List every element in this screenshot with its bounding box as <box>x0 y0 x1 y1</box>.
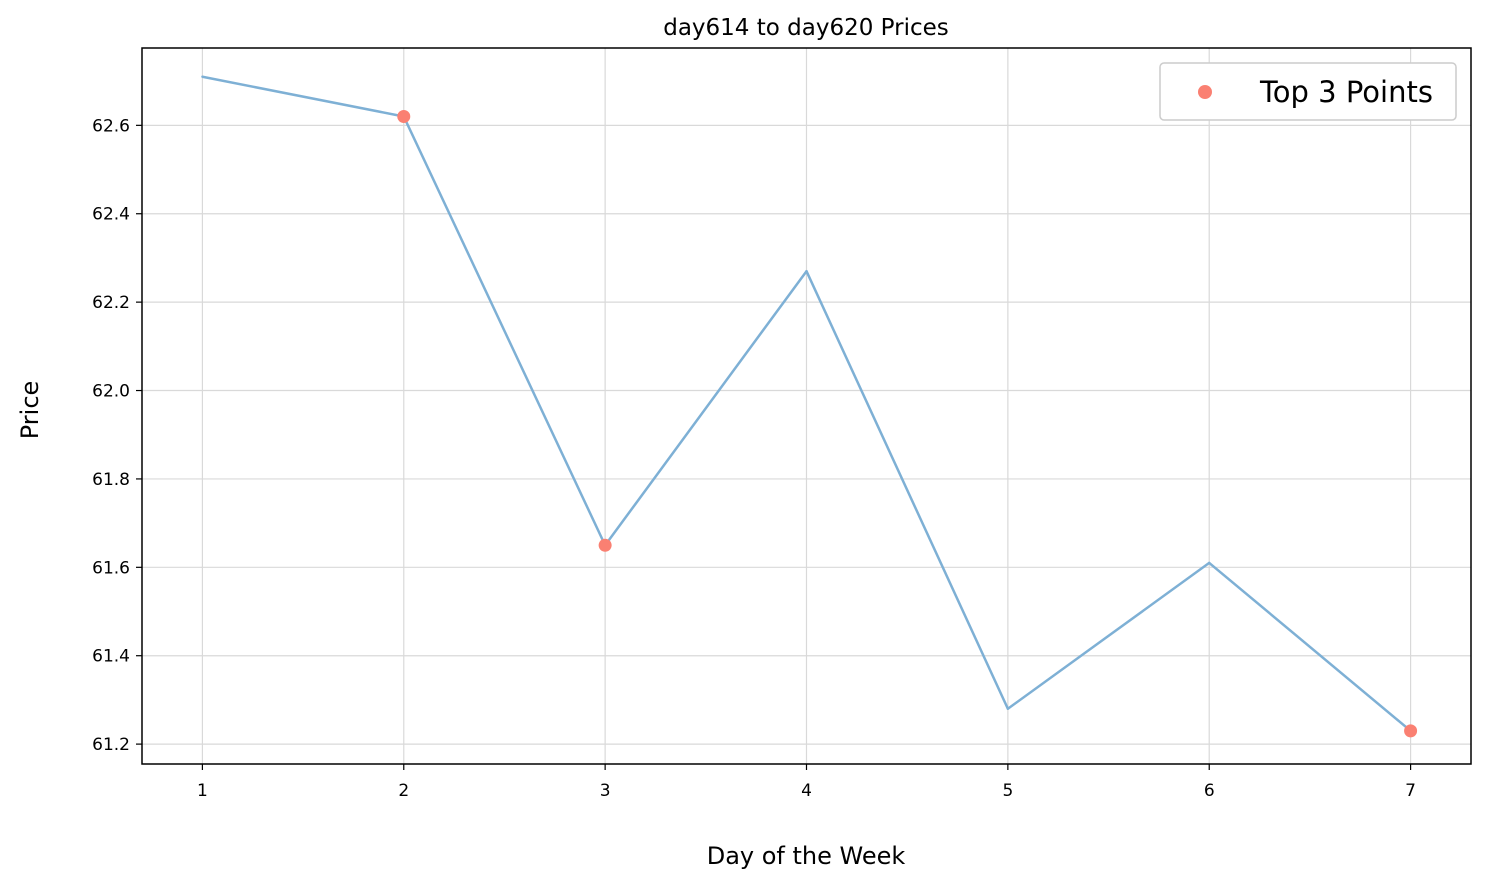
legend-marker-icon <box>1198 85 1212 99</box>
x-tick-label: 6 <box>1204 781 1215 801</box>
price-line-vertex <box>1006 707 1010 710</box>
x-tick-label: 7 <box>1405 781 1416 801</box>
x-tick-label: 2 <box>398 781 409 801</box>
y-tick-label: 62.4 <box>92 205 130 225</box>
axis-ticks: 1 2 3 4 5 6 7 61.2 61.4 61.6 61.8 62.0 62.2 62.4 62.6 <box>92 116 1416 801</box>
y-tick-label: 62.6 <box>92 116 130 136</box>
chart-title: day614 to day620 Prices <box>663 15 949 41</box>
x-tick-label: 1 <box>197 781 208 801</box>
top-3-points-series <box>397 110 1418 738</box>
top-point-marker <box>1404 724 1418 738</box>
x-axis-label: Day of the Week <box>707 842 906 870</box>
x-tick-label: 4 <box>801 781 812 801</box>
y-tick-label: 61.2 <box>92 735 130 755</box>
price-line-vertex <box>1208 561 1211 565</box>
price-line-vertex <box>805 269 808 273</box>
y-tick-label: 61.4 <box>92 647 130 667</box>
legend-label-top-3-points: Top 3 Points <box>1259 75 1433 109</box>
y-axis-label: Price <box>16 381 44 440</box>
y-tick-label: 62.2 <box>92 293 130 313</box>
top-point-marker <box>598 538 612 552</box>
legend-box <box>1159 62 1457 121</box>
price-line-vertex <box>201 75 204 78</box>
y-tick-label: 62.0 <box>92 382 130 402</box>
top-point-marker <box>397 110 411 124</box>
x-tick-label: 5 <box>1002 781 1013 801</box>
grid-lines <box>142 48 1471 764</box>
x-tick-label: 3 <box>600 781 611 801</box>
y-tick-label: 61.8 <box>92 470 130 490</box>
legend: Top 3 Points <box>1159 62 1457 121</box>
y-tick-label: 61.6 <box>92 558 130 578</box>
